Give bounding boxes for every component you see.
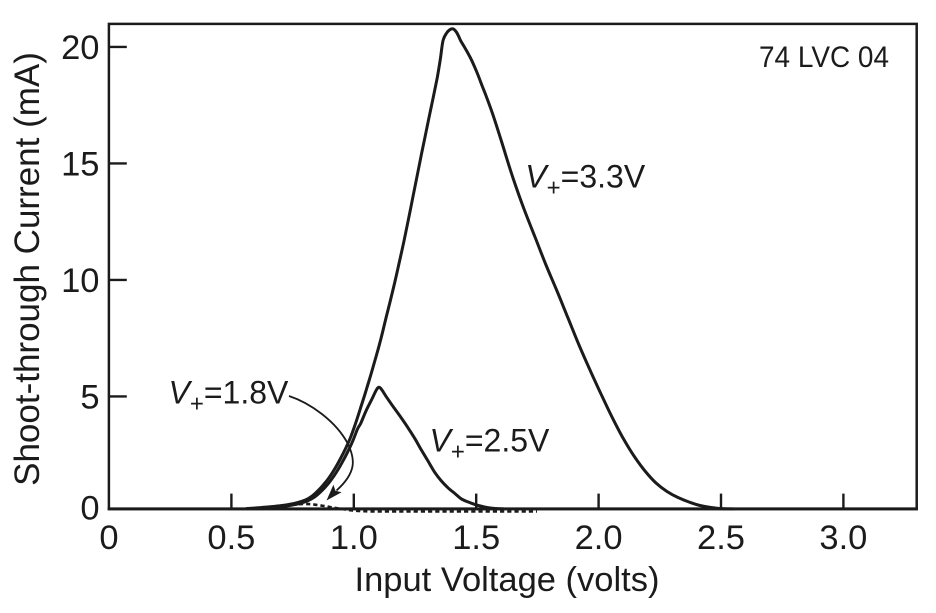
svg-text:20: 20: [61, 29, 99, 67]
svg-text:2.5: 2.5: [697, 519, 745, 557]
svg-text:Input Voltage (volts): Input Voltage (volts): [355, 561, 660, 599]
svg-text:0.5: 0.5: [207, 519, 255, 557]
svg-text:V+=2.5V: V+=2.5V: [430, 422, 551, 465]
svg-text:2.0: 2.0: [575, 519, 623, 557]
svg-text:V+=1.8V: V+=1.8V: [169, 375, 290, 418]
svg-text:0: 0: [99, 519, 118, 557]
svg-text:10: 10: [61, 262, 99, 300]
svg-text:74 LVC 04: 74 LVC 04: [759, 41, 889, 74]
svg-text:Shoot-through Current (mA): Shoot-through Current (mA): [8, 52, 47, 486]
svg-text:15: 15: [61, 145, 99, 183]
svg-text:1.5: 1.5: [452, 519, 500, 557]
svg-text:3.0: 3.0: [819, 519, 867, 557]
svg-text:5: 5: [80, 378, 99, 416]
svg-text:1.0: 1.0: [330, 519, 378, 557]
svg-text:V+=3.3V: V+=3.3V: [525, 159, 646, 202]
svg-text:0: 0: [80, 490, 99, 528]
